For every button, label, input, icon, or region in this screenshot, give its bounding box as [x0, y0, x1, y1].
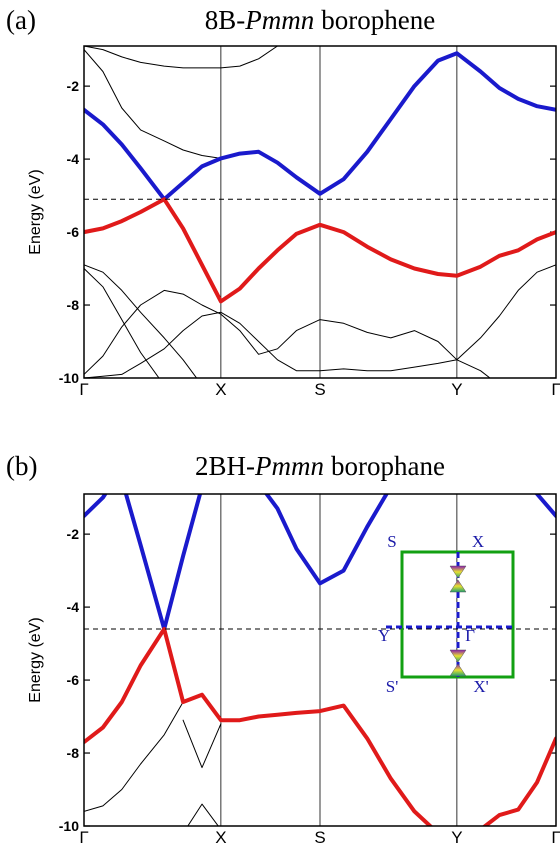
band-line [84, 46, 278, 69]
chart-title: 2BH-Pmmn borophane [195, 451, 445, 481]
inset-label: X [472, 532, 484, 551]
y-tick-label: -6 [67, 672, 80, 688]
title-prefix: 2BH- [195, 451, 255, 481]
x-tick-label: Γ [551, 380, 560, 399]
y-tick-label: -8 [67, 297, 80, 313]
dirac-cone [449, 663, 467, 677]
y-tick-label: -10 [59, 818, 79, 834]
band-line [84, 627, 434, 826]
plot-area [84, 494, 556, 826]
band-line [84, 264, 556, 378]
panel-label: (b) [6, 451, 37, 481]
x-tick-label: Γ [79, 380, 88, 399]
band-line [534, 494, 556, 518]
plot-frame [83, 45, 557, 379]
x-tick-label: X [215, 828, 226, 847]
x-tick-label: X [215, 380, 226, 399]
dirac-cone [449, 579, 467, 593]
y-tick-label: -6 [67, 224, 80, 240]
x-tick-label: Y [451, 380, 462, 399]
x-tick-label: S [314, 828, 325, 847]
y-tick-label: -10 [59, 370, 79, 386]
band-line [84, 197, 556, 304]
x-tick-label: Γ [79, 828, 88, 847]
band-line [84, 701, 184, 812]
inset-label: S [387, 532, 396, 551]
panel-label: (a) [6, 5, 36, 35]
y-tick-label: -8 [67, 745, 80, 761]
y-tick-label: -2 [67, 78, 80, 94]
x-tick-label: S [314, 380, 325, 399]
title-italic: Pmmn [244, 5, 314, 35]
band-line [84, 289, 491, 378]
band-line [182, 719, 222, 769]
x-tick-label: Y [451, 828, 462, 847]
chart-title: 8B-Pmmn borophene [205, 5, 435, 35]
y-tick-label: -2 [67, 526, 80, 542]
band-line [84, 268, 160, 378]
title-prefix: 8B- [205, 5, 246, 35]
dirac-cone [449, 649, 467, 663]
band-line [481, 736, 556, 826]
dirac-cone [449, 565, 467, 579]
band-line [84, 49, 222, 159]
band-line [84, 264, 198, 378]
band-line [187, 803, 219, 826]
y-tick-label: -4 [67, 151, 80, 167]
inset-label: X' [473, 677, 488, 696]
band-line [264, 494, 389, 586]
y-tick-label: -4 [67, 599, 80, 615]
x-tick-label: Γ [551, 828, 560, 847]
plot-area [84, 46, 556, 378]
inset-label: S' [386, 677, 399, 696]
y-axis-label: Energy (eV) [27, 617, 44, 702]
band-line [84, 494, 108, 518]
title-rest: borophane [331, 451, 445, 481]
band-line [123, 494, 203, 631]
title-italic: Pmmn [254, 451, 324, 481]
plot-frame [83, 493, 557, 827]
title-rest: borophene [321, 5, 435, 35]
y-axis-label: Energy (eV) [27, 169, 44, 254]
band-line [84, 51, 556, 202]
inset-label: Γ [465, 626, 475, 645]
inset-label: Y [378, 626, 390, 645]
